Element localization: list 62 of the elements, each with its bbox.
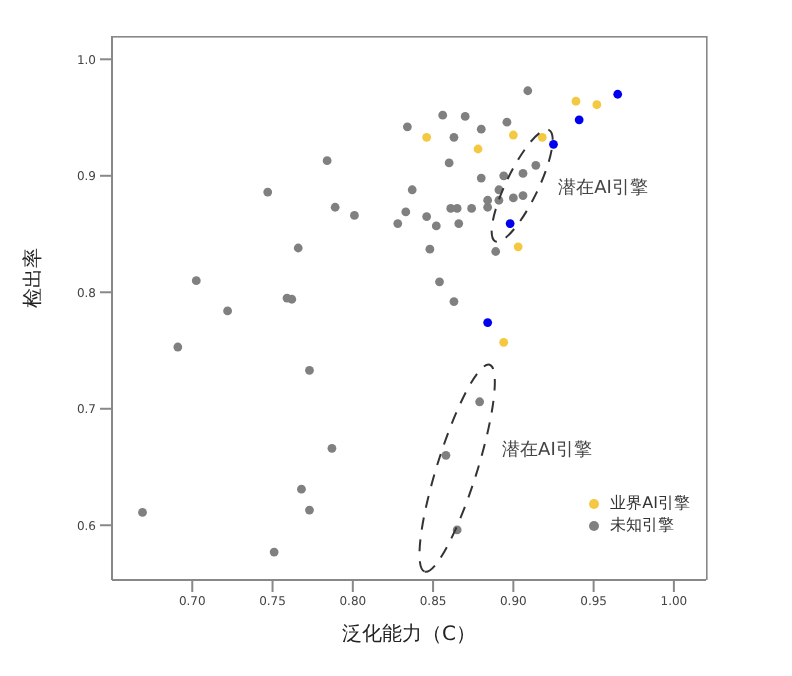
point [327,443,337,453]
point [499,337,509,347]
point [263,187,273,197]
legend-label: 未知引擎 [608,514,677,536]
point [491,247,501,256]
point [454,219,464,228]
point [173,342,183,352]
point [449,297,459,306]
point [460,111,470,121]
point [305,365,314,375]
point [531,160,541,170]
point [574,115,584,125]
x-axis-title: 泛化能力（C） [342,622,476,646]
point [435,277,444,287]
point [483,202,493,212]
point [502,117,512,127]
point [518,191,528,200]
point [293,243,303,253]
point [483,318,493,327]
point [523,86,533,96]
point [571,96,581,106]
annotation: 潜在AI引擎 [502,439,592,462]
point [438,110,448,120]
point [305,505,314,515]
point [499,171,509,181]
point [473,144,483,154]
point [322,156,332,166]
point [508,193,518,203]
point [422,132,432,142]
point [402,122,412,132]
point [444,158,454,168]
point [505,219,515,228]
point [518,169,528,178]
point [138,508,147,517]
point [223,306,232,316]
point [407,185,417,195]
point [441,450,451,460]
point [613,89,623,99]
point [467,204,477,213]
point [330,202,340,212]
point [549,139,558,149]
point [393,219,403,228]
point [350,210,359,220]
point [513,242,523,252]
point [297,484,306,494]
point [287,294,297,304]
point [449,132,459,142]
point [401,207,411,217]
point [431,221,441,231]
point [269,547,279,557]
point [425,244,435,254]
point [476,124,486,134]
annotation: 潜在AI引擎 [558,177,648,200]
legend-label: 业界AI引擎 [608,492,690,514]
point [475,397,485,407]
point [537,132,547,142]
point [476,173,486,183]
y-axis-title: 检出率 [21,248,46,308]
point [422,212,432,221]
point [592,100,602,110]
point [191,276,201,286]
point [508,130,518,140]
